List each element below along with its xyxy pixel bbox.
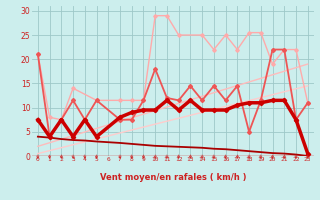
X-axis label: Vent moyen/en rafales ( km/h ): Vent moyen/en rafales ( km/h ): [100, 174, 246, 182]
